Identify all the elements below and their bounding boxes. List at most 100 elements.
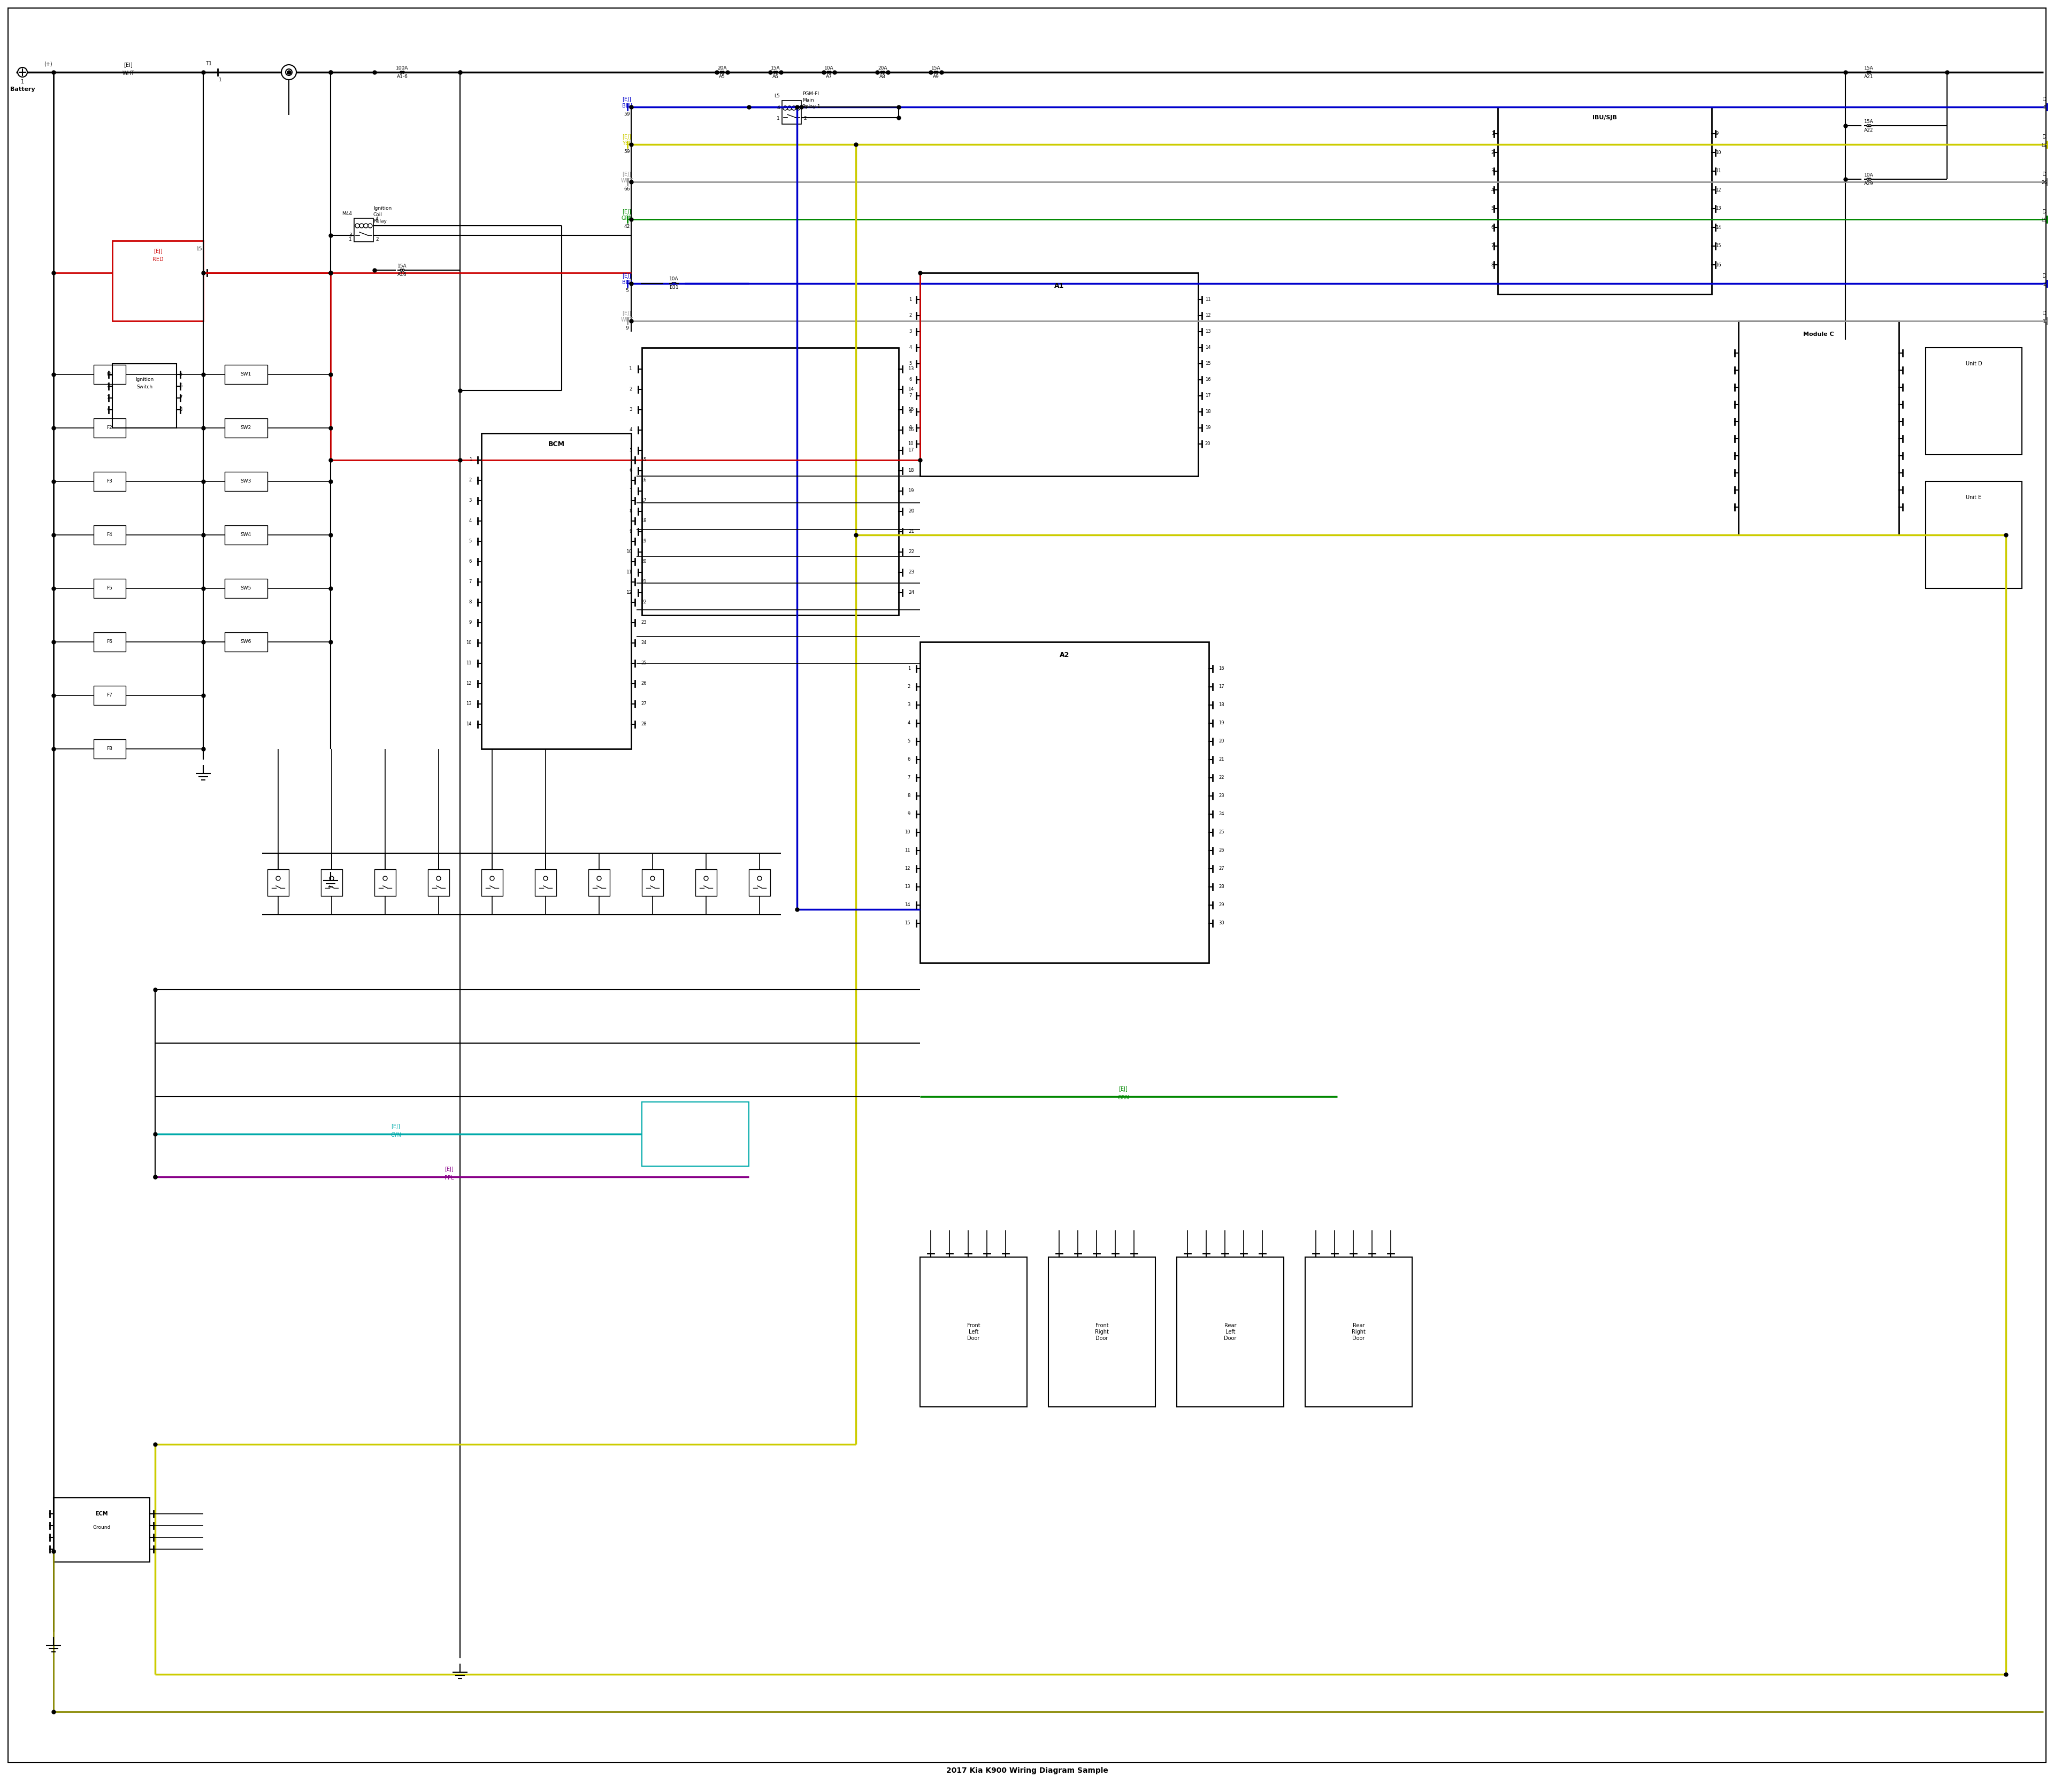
- Text: 4: 4: [1491, 188, 1493, 192]
- Text: 24: 24: [908, 590, 914, 595]
- Text: A9: A9: [933, 73, 939, 79]
- Text: 21: 21: [1218, 758, 1224, 762]
- Bar: [750, 869, 770, 896]
- Text: [EJ]: [EJ]: [446, 1167, 454, 1172]
- Text: A5: A5: [719, 73, 725, 79]
- Text: 4: 4: [776, 106, 781, 111]
- Bar: [1177, 1256, 1284, 1407]
- Text: 5: 5: [629, 448, 633, 453]
- Text: 100A: 100A: [396, 66, 409, 70]
- Text: F3: F3: [107, 478, 113, 484]
- Text: 3: 3: [1491, 168, 1493, 174]
- Text: 16: 16: [1218, 667, 1224, 670]
- Text: [EJ]: [EJ]: [392, 1124, 401, 1129]
- Bar: [224, 633, 267, 652]
- Text: 22: 22: [641, 600, 647, 604]
- Text: ECM: ECM: [94, 1511, 109, 1516]
- Text: 12: 12: [466, 681, 472, 686]
- Text: T1: T1: [205, 61, 212, 66]
- Text: 21: 21: [641, 579, 647, 584]
- Text: [EJ]: [EJ]: [622, 134, 631, 140]
- Circle shape: [286, 70, 292, 75]
- Bar: [920, 1256, 1027, 1407]
- Bar: [641, 1102, 750, 1167]
- Text: [EJ]: [EJ]: [622, 310, 631, 315]
- Text: M44: M44: [341, 211, 351, 217]
- Text: 12: 12: [2042, 143, 2048, 149]
- Bar: [224, 366, 267, 383]
- Text: 1: 1: [910, 297, 912, 303]
- Bar: [783, 100, 801, 124]
- Text: 17: 17: [908, 448, 914, 453]
- Text: 9: 9: [908, 812, 910, 817]
- Text: D: D: [2042, 97, 2046, 102]
- Text: 9: 9: [468, 620, 472, 625]
- Text: A22: A22: [1865, 127, 1873, 133]
- Bar: [1497, 108, 1711, 294]
- Text: 1: 1: [2044, 319, 2046, 324]
- Bar: [94, 633, 125, 652]
- Text: 2: 2: [1491, 151, 1493, 154]
- Text: 22: 22: [1218, 776, 1224, 780]
- Text: 15A: 15A: [1865, 118, 1873, 124]
- Bar: [113, 240, 203, 321]
- Text: 6: 6: [908, 758, 910, 762]
- Text: 17: 17: [1206, 394, 1210, 398]
- Text: 13: 13: [904, 885, 910, 889]
- Text: 7: 7: [468, 579, 472, 584]
- Text: Relay 1: Relay 1: [803, 104, 820, 109]
- Text: 16: 16: [908, 428, 914, 432]
- Text: 4: 4: [107, 407, 109, 412]
- Text: 17: 17: [641, 498, 647, 504]
- Bar: [641, 348, 900, 615]
- Text: 25: 25: [641, 661, 647, 665]
- Text: 1: 1: [21, 79, 25, 84]
- Text: 8: 8: [179, 407, 183, 412]
- Text: A21: A21: [1865, 73, 1873, 79]
- Text: 2: 2: [910, 314, 912, 317]
- Text: 19: 19: [2042, 219, 2048, 222]
- Text: A7: A7: [826, 73, 832, 79]
- Bar: [353, 219, 374, 242]
- Text: 5: 5: [908, 738, 910, 744]
- Text: 10A: 10A: [670, 276, 678, 281]
- Bar: [587, 869, 610, 896]
- Text: 1: 1: [220, 77, 222, 82]
- Text: SW2: SW2: [240, 425, 251, 430]
- Text: SW3: SW3: [240, 478, 251, 484]
- Text: 2: 2: [468, 478, 472, 482]
- Bar: [224, 525, 267, 545]
- Text: 12: 12: [1206, 314, 1210, 317]
- Text: 3: 3: [629, 407, 633, 412]
- Text: 9: 9: [624, 326, 629, 332]
- Text: 8: 8: [908, 794, 910, 799]
- Text: F4: F4: [107, 532, 113, 538]
- Text: 14: 14: [1206, 346, 1210, 349]
- Text: 5: 5: [910, 362, 912, 366]
- Text: Front
Left
Door: Front Left Door: [967, 1322, 980, 1340]
- Text: D: D: [2042, 172, 2046, 177]
- Text: 59: 59: [624, 149, 631, 154]
- Text: 2: 2: [2044, 281, 2046, 287]
- Text: 5: 5: [1491, 206, 1493, 211]
- Text: BLU: BLU: [622, 104, 633, 109]
- Text: 2: 2: [107, 383, 109, 389]
- Text: 20: 20: [1218, 738, 1224, 744]
- Text: 17: 17: [1218, 685, 1224, 690]
- Text: 30: 30: [1218, 921, 1224, 926]
- Text: 12: 12: [904, 866, 910, 871]
- Text: 15: 15: [195, 246, 201, 251]
- Text: 1: 1: [776, 116, 781, 122]
- Text: BLU: BLU: [622, 280, 633, 285]
- Text: Relay: Relay: [374, 219, 386, 224]
- Text: 24: 24: [641, 640, 647, 645]
- Text: 18: 18: [908, 468, 914, 473]
- Bar: [224, 471, 267, 491]
- Text: A1: A1: [1054, 283, 1064, 290]
- Bar: [224, 418, 267, 437]
- Bar: [481, 434, 631, 749]
- Text: [EJ]: [EJ]: [622, 274, 631, 280]
- Text: 20: 20: [908, 509, 914, 514]
- Bar: [94, 686, 125, 704]
- Text: 18: 18: [1218, 702, 1224, 708]
